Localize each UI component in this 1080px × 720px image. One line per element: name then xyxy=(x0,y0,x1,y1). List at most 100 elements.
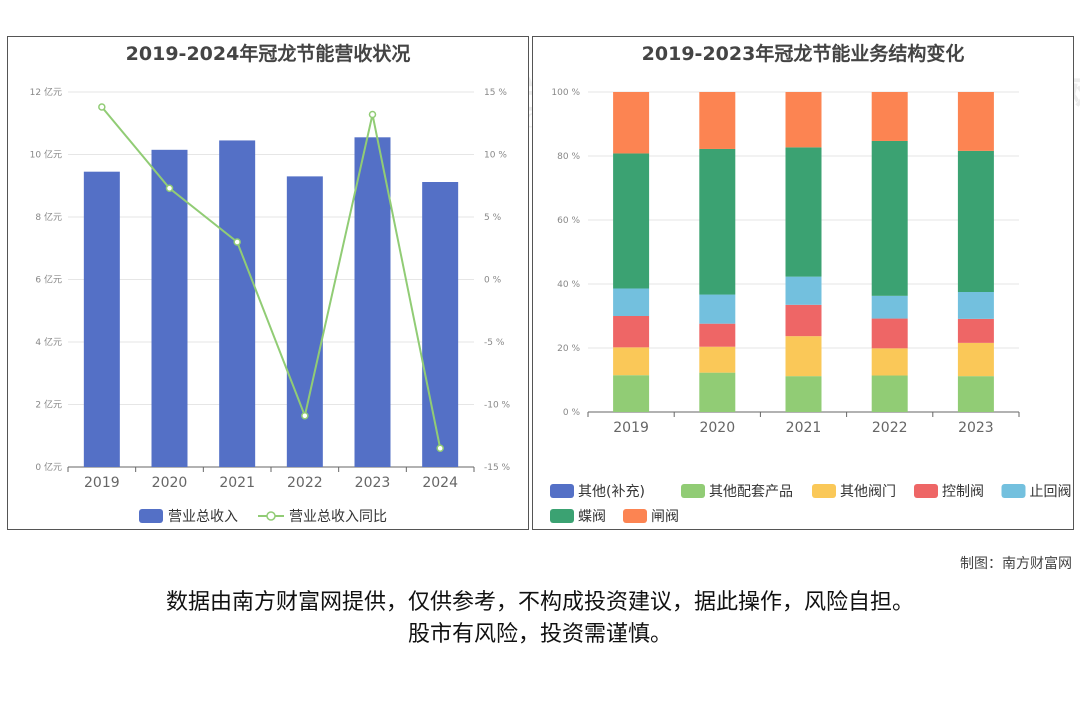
stack-segment xyxy=(871,318,908,349)
chart-title: 2019-2024年冠龙节能营收状况 xyxy=(125,43,411,65)
bar xyxy=(83,171,120,467)
x-tick-label: 2023 xyxy=(355,475,391,491)
y-left-tick-label: 2 亿元 xyxy=(35,399,62,411)
line-point xyxy=(98,103,106,111)
legend-swatch xyxy=(812,484,836,498)
structure-chart: 0 % 20 % 40 % 60 % 80 % 100 % 2019 2020 2021 2022… xyxy=(550,88,1072,525)
stack-segment xyxy=(871,348,908,376)
stack-segment xyxy=(785,147,822,277)
stack-segment xyxy=(785,304,822,337)
legend-swatch xyxy=(914,484,938,498)
line-point xyxy=(233,238,241,246)
y-tick-label: 0 % xyxy=(563,408,581,418)
line-point xyxy=(436,444,444,452)
stack-segment xyxy=(785,276,822,305)
y-tick-label: 100 % xyxy=(551,88,580,98)
x-tick-label: 2020 xyxy=(699,420,735,436)
disclaimer-line: 数据由南方财富网提供，仅供参考，不构成投资建议，据此操作，风险自担。 xyxy=(165,590,914,615)
stack-segment xyxy=(957,342,994,377)
y-left-tick-label: 12 亿元 xyxy=(30,86,62,98)
chart-credit: 制图：南方财富网 xyxy=(960,556,1072,572)
y-left-tick-label: 6 亿元 xyxy=(35,274,62,286)
stack-segment xyxy=(613,288,650,316)
stack-segment xyxy=(785,376,822,412)
bar xyxy=(151,149,188,467)
stack-segment xyxy=(785,336,822,377)
legend-swatch xyxy=(550,484,574,498)
y-right-tick-label: 10 % xyxy=(484,151,507,161)
stack-segment xyxy=(957,150,994,292)
stack-segment xyxy=(957,376,994,412)
stack-segment xyxy=(957,292,994,319)
legend-swatch xyxy=(266,511,276,521)
chart-title: 2019-2023年冠龙节能业务结构变化 xyxy=(641,43,965,65)
y-left-tick-label: 10 亿元 xyxy=(30,149,62,161)
line-point xyxy=(165,184,174,192)
stack-segment xyxy=(699,294,736,324)
structure-chart-panel: 2019-2023年冠龙节能业务结构变化 0 % 20 % 40 % 60 % 80 %… xyxy=(532,36,1074,530)
stack-segment xyxy=(613,316,650,348)
x-tick-label: 2021 xyxy=(219,475,255,491)
legend-label: 其他(补充) xyxy=(578,484,645,500)
y-right-tick-label: 5 % xyxy=(484,213,502,223)
x-tick-label: 2022 xyxy=(287,475,323,491)
y-left-tick-label: 4 亿元 xyxy=(35,336,62,348)
stack-segment xyxy=(613,347,650,376)
stack-segment xyxy=(871,140,908,296)
bar xyxy=(422,182,459,467)
legend-swatch xyxy=(139,509,163,523)
y-tick-label: 60 % xyxy=(557,216,580,226)
stack-segment xyxy=(871,92,908,141)
y-tick-label: 80 % xyxy=(557,152,580,162)
x-tick-label: 2024 xyxy=(422,475,458,491)
legend-label: 蝶阀 xyxy=(578,509,606,525)
x-tick-label: 2019 xyxy=(84,475,120,491)
disclaimer-line: 股市有风险，投资需谨慎。 xyxy=(407,622,672,647)
bar xyxy=(354,137,391,467)
x-tick-label: 2023 xyxy=(958,420,994,436)
stack-segment xyxy=(699,372,736,412)
stack-segment xyxy=(699,323,736,347)
stack-segment xyxy=(613,92,650,154)
line-point xyxy=(368,110,377,119)
stack-segment xyxy=(785,92,822,148)
y-left-tick-label: 8 亿元 xyxy=(35,211,62,223)
x-tick-label: 2020 xyxy=(152,475,188,491)
series-line xyxy=(101,106,442,449)
x-tick-label: 2022 xyxy=(872,420,908,436)
stack-segment xyxy=(871,375,908,412)
y-tick-label: 40 % xyxy=(557,280,580,290)
stack-segment xyxy=(613,375,650,412)
stack-segment xyxy=(699,92,736,149)
legend-label: 闸阀 xyxy=(651,509,679,525)
legend-label: 止回阀 xyxy=(1030,484,1072,500)
legend-label: 其他配套产品 xyxy=(709,484,793,500)
y-tick-label: 20 % xyxy=(557,344,580,354)
revenue-chart-panel: 2019-2024年冠龙节能营收状况 0 亿元 2 亿元 4 亿元 6 亿元 8 亿元 1… xyxy=(7,36,529,530)
stack-segment xyxy=(699,148,736,295)
legend-swatch xyxy=(623,509,647,523)
bar xyxy=(219,140,256,467)
stack-segment xyxy=(957,318,994,343)
y-right-tick-label: 15 % xyxy=(484,88,507,98)
bar xyxy=(286,176,323,467)
legend-label: 营业总收入同比 xyxy=(289,509,387,525)
stack-segment xyxy=(699,346,736,373)
revenue-chart: 0 亿元 2 亿元 4 亿元 6 亿元 8 亿元 10 亿元 12 亿元 -15 % -10 %… xyxy=(30,86,511,525)
legend-label: 其他阀门 xyxy=(840,484,896,500)
legend-swatch xyxy=(550,509,574,523)
y-right-tick-label: 0 % xyxy=(484,276,502,286)
x-tick-label: 2019 xyxy=(613,420,649,436)
stack-segment xyxy=(613,153,650,289)
legend-label: 控制阀 xyxy=(942,484,984,500)
legend-swatch xyxy=(681,484,705,498)
stack-segment xyxy=(957,92,994,151)
legend-label: 营业总收入 xyxy=(168,509,238,525)
y-left-tick-label: 0 亿元 xyxy=(35,461,62,473)
x-tick-label: 2021 xyxy=(786,420,822,436)
legend-swatch xyxy=(1001,484,1026,498)
line-point xyxy=(301,412,309,420)
y-right-tick-label: -5 % xyxy=(484,338,505,348)
y-right-tick-label: -10 % xyxy=(484,401,511,411)
stack-segment xyxy=(871,295,908,319)
